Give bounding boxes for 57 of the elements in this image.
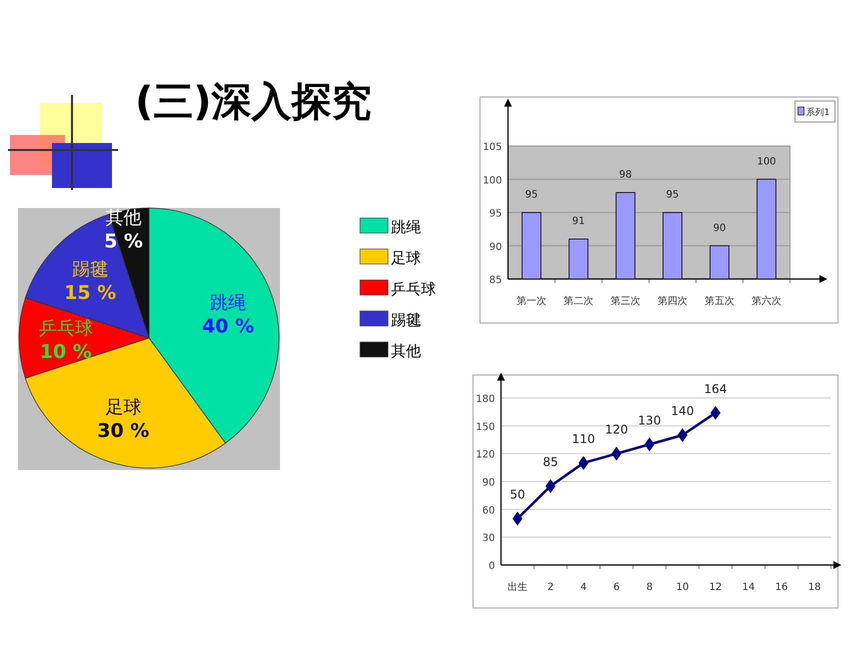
- x-tick-label: 第六次: [752, 295, 782, 307]
- data-label: 85: [542, 455, 558, 470]
- legend-label: 跳绳: [391, 218, 421, 236]
- x-tick-label: 第一次: [516, 295, 546, 307]
- x-tick-label: 第五次: [704, 295, 734, 307]
- y-tick-label: 150: [476, 422, 495, 433]
- data-label: 40 %: [202, 315, 254, 338]
- x-tick-label: 第二次: [564, 295, 594, 307]
- legend-label: 系列1: [806, 107, 830, 118]
- y-tick-label: 30: [482, 533, 495, 544]
- data-label: 30 %: [97, 420, 150, 442]
- x-tick-label: 第四次: [658, 295, 688, 307]
- data-label: 5 %: [104, 230, 143, 253]
- data-label: 95: [525, 190, 538, 200]
- y-tick-label: 120: [476, 450, 495, 461]
- x-tick-label: 第三次: [610, 295, 640, 307]
- x-tick-label: 出生: [508, 581, 528, 593]
- chart-title: (三)深入探究: [135, 79, 372, 125]
- y-tick-label: 100: [482, 175, 502, 186]
- data-label: 98: [619, 170, 632, 181]
- data-label: 110: [572, 432, 595, 446]
- x-tick-label: 8: [646, 582, 653, 593]
- y-tick-label: 90: [489, 242, 502, 253]
- data-label: 91: [572, 216, 585, 228]
- y-tick-label: 85: [489, 275, 502, 286]
- data-label: 100: [756, 156, 776, 168]
- x-tick-label: 4: [580, 582, 587, 593]
- x-tick-label: 18: [808, 582, 821, 593]
- y-tick-label: 0: [488, 561, 495, 572]
- data-label: 120: [605, 422, 628, 437]
- legend-label: 踢毽: [391, 311, 421, 329]
- y-tick-label: 105: [482, 142, 502, 153]
- legend-label: 其他: [391, 342, 421, 360]
- x-tick-label: 6: [613, 582, 620, 593]
- legend-label: 足球: [391, 249, 421, 267]
- data-label: 90: [713, 222, 726, 234]
- x-tick-label: 2: [547, 582, 554, 593]
- data-label: 164: [704, 382, 727, 396]
- data-label: 95: [666, 190, 679, 200]
- y-tick-label: 90: [482, 478, 495, 488]
- x-tick-label: 16: [775, 582, 788, 593]
- legend-label: 乒乓球: [391, 280, 436, 298]
- x-tick-label: 12: [709, 582, 722, 593]
- data-label: 130: [638, 413, 661, 428]
- slice-label: 踢毽: [72, 259, 108, 280]
- data-label: 10 %: [40, 341, 92, 363]
- y-tick-label: 95: [489, 208, 502, 220]
- data-label: 15 %: [64, 282, 116, 304]
- x-tick-label: 10: [676, 582, 689, 593]
- y-tick-label: 60: [482, 505, 495, 516]
- slice-label: 足球: [105, 397, 142, 418]
- data-label: 50: [510, 488, 526, 502]
- y-tick-label: 180: [476, 394, 495, 405]
- slice-label: 跳绳: [210, 292, 246, 314]
- x-tick-label: 14: [742, 582, 755, 593]
- data-label: 140: [671, 404, 694, 418]
- slice-label: 乒乓球: [38, 318, 93, 339]
